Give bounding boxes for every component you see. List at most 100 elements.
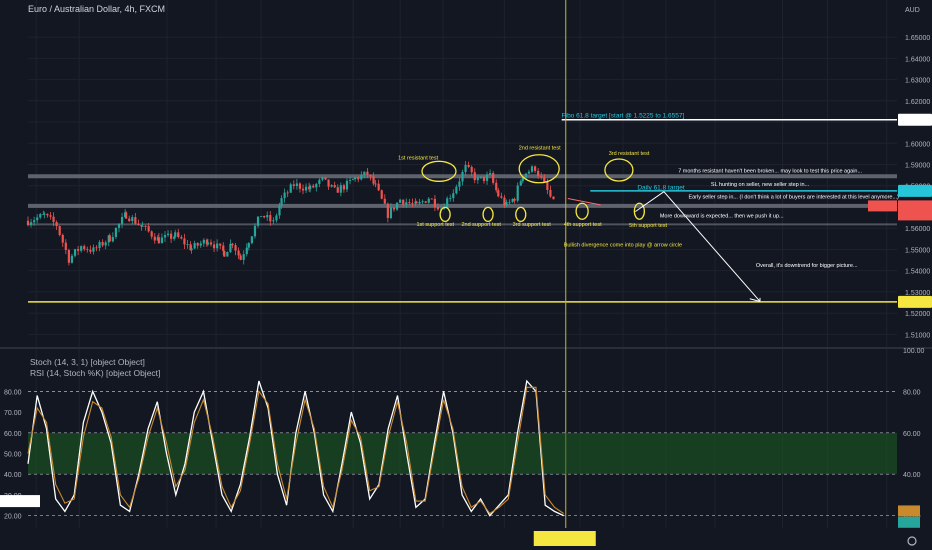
candle-body xyxy=(202,239,205,244)
candle-body xyxy=(153,236,156,241)
note-downtrend: Overall, it's downtrend for bigger pictu… xyxy=(756,263,858,269)
support-test-4: 4th support test xyxy=(564,222,602,228)
candle-body xyxy=(354,177,357,180)
candle-body xyxy=(424,201,427,203)
candle-body xyxy=(301,188,305,191)
support-test-5: 5th support test xyxy=(629,223,667,229)
candle-body xyxy=(92,247,95,252)
candle-body xyxy=(336,187,339,193)
candle-body xyxy=(458,181,461,187)
candle-body xyxy=(436,206,440,210)
candle-body xyxy=(374,183,377,185)
candle-body xyxy=(49,215,52,217)
note-sl-hunting: SL hunting on seller, new seller step in… xyxy=(711,182,810,188)
candle-body xyxy=(389,207,393,219)
candle-body xyxy=(73,249,77,256)
candle-body xyxy=(380,190,383,199)
candle-body xyxy=(449,198,452,199)
rsi-legend[interactable]: RSI (14, Stoch %K) [object Object] xyxy=(30,368,161,378)
candle-body xyxy=(513,198,516,201)
candle-body xyxy=(482,176,486,181)
candle-body xyxy=(408,202,411,204)
candle-body xyxy=(193,243,196,249)
series-line-0 xyxy=(27,379,564,517)
note-early-seller: Early seller step in... (I don't think a… xyxy=(688,194,899,200)
candle-body xyxy=(239,255,242,260)
resistant-test-1: 1st resistant test xyxy=(398,155,439,161)
candle-body xyxy=(283,192,286,199)
candle-body xyxy=(345,180,349,190)
candle-body xyxy=(497,190,500,197)
candle-body xyxy=(108,235,111,242)
candle-body xyxy=(537,170,540,177)
candle-body xyxy=(321,177,324,180)
stoch-legend[interactable]: Stoch (14, 3, 1) [object Object] xyxy=(30,357,145,367)
price-tick-label: 1.60000 xyxy=(905,141,930,148)
candle-body xyxy=(36,217,39,221)
candle-body xyxy=(421,201,424,203)
candle-body xyxy=(216,243,219,249)
candle-body xyxy=(256,216,260,226)
candle-body xyxy=(473,172,476,181)
candle-body xyxy=(245,247,248,255)
candle-body xyxy=(476,177,479,181)
candle-body xyxy=(128,218,131,222)
candle-body xyxy=(342,185,346,190)
oscillator-pane xyxy=(27,379,897,517)
candle-body xyxy=(219,243,222,246)
candle-body xyxy=(163,235,167,238)
candle-body xyxy=(549,190,552,197)
candle-body xyxy=(231,243,234,246)
price-tick-label: 1.55000 xyxy=(905,247,930,254)
candle-body xyxy=(114,227,118,237)
candle-body xyxy=(144,225,147,227)
candle-body xyxy=(324,177,327,180)
candle-body xyxy=(527,171,531,174)
candle-body xyxy=(372,176,375,184)
candle-body xyxy=(312,185,315,188)
candle-body xyxy=(524,173,527,177)
candle-body xyxy=(266,215,269,218)
support-test-3: 3rd support test xyxy=(513,222,552,228)
candle-body xyxy=(318,179,321,184)
candle-body xyxy=(140,225,143,227)
candle-body xyxy=(190,248,193,251)
candle-body xyxy=(540,176,543,178)
candle-body xyxy=(495,182,498,191)
arrow-up-leg xyxy=(634,191,665,213)
candle-body xyxy=(492,173,495,183)
candle-body xyxy=(455,186,458,194)
candle-body xyxy=(519,181,522,186)
candle-body xyxy=(29,222,33,226)
candle-body xyxy=(222,245,225,251)
candle-body xyxy=(485,174,489,181)
candle-body xyxy=(369,174,372,177)
candle-body xyxy=(212,244,216,249)
candle-body xyxy=(183,238,186,245)
candle-body xyxy=(399,199,402,203)
stoch-k-badge-bg xyxy=(898,505,920,517)
divergence-annotation: Bullish divergence come into play @ arro… xyxy=(564,242,682,248)
candle-body xyxy=(58,226,61,235)
candle-body xyxy=(46,213,49,216)
candle-body xyxy=(157,237,160,244)
candle-body xyxy=(327,179,330,187)
candle-body xyxy=(427,198,430,203)
osc-left-tick-label: 60.00 xyxy=(4,431,22,438)
support-circle-2 xyxy=(482,206,494,223)
candle-body xyxy=(272,220,275,222)
candle-body xyxy=(392,207,396,210)
candle-body xyxy=(229,243,232,252)
candle-body xyxy=(196,243,199,246)
candle-body xyxy=(120,216,124,224)
support-circle-1 xyxy=(439,206,451,223)
candle-body xyxy=(377,183,380,191)
daily-target-annotation: Daily 61.8 target xyxy=(637,185,685,192)
candle-body xyxy=(186,244,189,245)
candle-body xyxy=(52,216,55,222)
candle-body xyxy=(446,198,449,208)
candle-body xyxy=(247,243,250,248)
support-test-2: 2nd support test xyxy=(461,222,501,228)
series-line-1 xyxy=(27,386,565,515)
